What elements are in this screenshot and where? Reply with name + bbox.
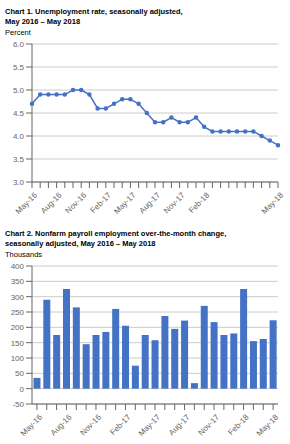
svg-text:-50: -50 bbox=[12, 399, 24, 408]
svg-text:May-17: May-17 bbox=[137, 412, 163, 438]
svg-text:Feb-17: Feb-17 bbox=[89, 190, 114, 215]
svg-text:5.0: 5.0 bbox=[13, 85, 25, 94]
html-text:Chart 1. Unemployment rate, se: Chart 1. Unemployment rate, seasonally a… bbox=[5, 6, 183, 16]
svg-text:400: 400 bbox=[11, 261, 25, 270]
svg-text:Nov-16: Nov-16 bbox=[64, 190, 89, 215]
svg-text:300: 300 bbox=[11, 292, 25, 301]
svg-text:200: 200 bbox=[11, 323, 25, 332]
svg-text:May-18: May-18 bbox=[255, 412, 281, 438]
svg-text:50: 50 bbox=[15, 369, 24, 378]
svg-text:Feb-17: Feb-17 bbox=[108, 412, 133, 437]
svg-text:Aug-17: Aug-17 bbox=[137, 190, 162, 215]
svg-text:Aug-16: Aug-16 bbox=[39, 190, 64, 215]
svg-text:3.5: 3.5 bbox=[13, 154, 25, 163]
svg-text:May-16: May-16 bbox=[14, 190, 40, 216]
svg-text:350: 350 bbox=[11, 277, 25, 286]
svg-text:100: 100 bbox=[11, 353, 25, 362]
html-text:Chart 2. Nonfarm payroll emplo: Chart 2. Nonfarm payroll employment over… bbox=[5, 228, 227, 238]
svg-text:Feb-18: Feb-18 bbox=[226, 412, 251, 437]
html-text:May 2016 – May 2018: May 2016 – May 2018 bbox=[5, 16, 81, 26]
svg-text:0: 0 bbox=[20, 384, 25, 393]
html-text:Thousands: Thousands bbox=[5, 249, 43, 259]
svg-text:4.0: 4.0 bbox=[13, 131, 25, 140]
svg-text:Aug-17: Aug-17 bbox=[167, 412, 192, 437]
svg-text:Aug-16: Aug-16 bbox=[49, 412, 74, 437]
svg-text:May-16: May-16 bbox=[19, 412, 45, 438]
svg-text:150: 150 bbox=[11, 338, 25, 347]
svg-text:6.0: 6.0 bbox=[13, 39, 25, 48]
svg-text:3.0: 3.0 bbox=[13, 177, 25, 186]
svg-text:Feb-18: Feb-18 bbox=[187, 190, 212, 215]
svg-text:Nov-16: Nov-16 bbox=[78, 412, 103, 437]
html-text:seasonally adjusted, May 2016: seasonally adjusted, May 2016 – May 2018 bbox=[5, 238, 156, 248]
html-text:Percent: Percent bbox=[5, 27, 31, 37]
svg-text:250: 250 bbox=[11, 307, 25, 316]
svg-text:Nov-17: Nov-17 bbox=[162, 190, 187, 215]
svg-text:5.5: 5.5 bbox=[13, 62, 25, 71]
svg-text:May-18: May-18 bbox=[260, 190, 282, 216]
svg-text:4.5: 4.5 bbox=[13, 108, 25, 117]
svg-text:May-17: May-17 bbox=[112, 190, 138, 216]
svg-text:Nov-17: Nov-17 bbox=[197, 412, 222, 437]
